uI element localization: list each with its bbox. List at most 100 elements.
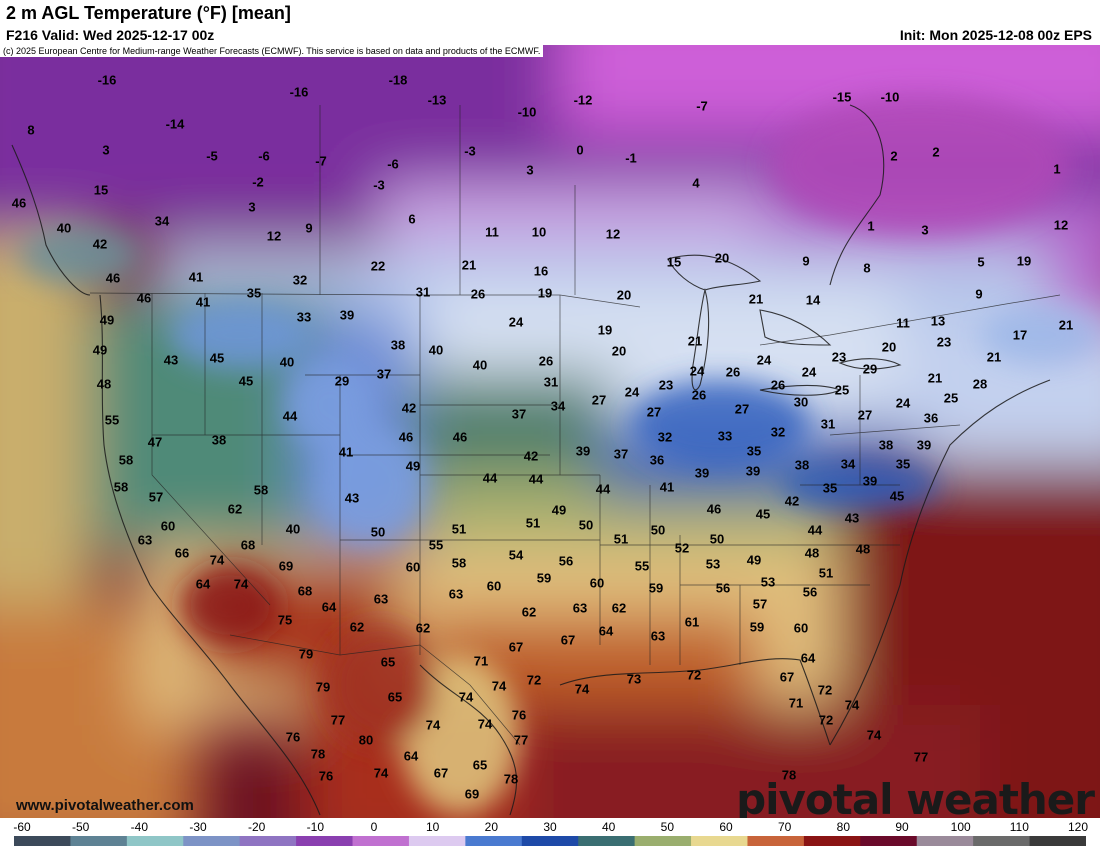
temperature-value: -5 <box>206 148 218 164</box>
temperature-value: -10 <box>517 104 537 120</box>
temperature-value: 65 <box>380 654 396 670</box>
temperature-value: 2 <box>890 148 898 164</box>
temperature-value: 68 <box>297 583 313 599</box>
temperature-value: 20 <box>616 287 632 303</box>
temperature-value: 34 <box>840 456 856 472</box>
temperature-value: 52 <box>674 540 690 556</box>
temperature-value: 49 <box>551 502 567 518</box>
temperature-value: 72 <box>817 682 833 698</box>
temperature-value: -14 <box>165 116 185 132</box>
temperature-value: 68 <box>240 537 256 553</box>
scale-swatch <box>352 836 410 846</box>
temperature-value: 2 <box>932 144 940 160</box>
website-link[interactable]: www.pivotalweather.com <box>16 797 194 814</box>
temperature-value: 74 <box>458 689 474 705</box>
brand-logo: pivotal weather <box>736 775 1095 818</box>
temperature-value: 79 <box>315 679 331 695</box>
temperature-value: 64 <box>403 748 419 764</box>
temperature-value: 15 <box>666 254 682 270</box>
temperature-value: 27 <box>591 392 607 408</box>
temperature-value: 16 <box>533 263 549 279</box>
temperature-value: 4 <box>692 175 700 191</box>
temperature-value: 29 <box>334 373 350 389</box>
temperature-value: 59 <box>536 570 552 586</box>
scale-tick-label: -60 <box>13 820 31 834</box>
temperature-value: 25 <box>834 382 850 398</box>
scale-swatch <box>14 836 71 846</box>
temperature-value: 48 <box>855 541 871 557</box>
temperature-value: 35 <box>246 285 262 301</box>
temperature-value: 72 <box>818 712 834 728</box>
temperature-value: 76 <box>285 729 301 745</box>
temperature-value: 53 <box>760 574 776 590</box>
temperature-value: 63 <box>572 600 588 616</box>
temperature-value: 46 <box>706 501 722 517</box>
map-title: 2 m AGL Temperature (°F) [mean] <box>6 3 291 23</box>
temperature-value: 63 <box>650 628 666 644</box>
scale-tick-label: -30 <box>189 820 207 834</box>
scale-swatch <box>183 836 241 846</box>
temperature-value: 56 <box>558 553 574 569</box>
temperature-value: 38 <box>211 432 227 448</box>
temperature-value: 35 <box>822 480 838 496</box>
temperature-value: 72 <box>526 672 542 688</box>
scale-tick-label: 70 <box>777 820 792 834</box>
temperature-value: 15 <box>93 182 109 198</box>
field-detail <box>20 95 1100 815</box>
temperature-value: 26 <box>770 377 786 393</box>
temperature-value: 74 <box>844 697 860 713</box>
temperature-value: -2 <box>252 174 264 190</box>
temperature-value: 62 <box>227 501 243 517</box>
scale-tick-label: 90 <box>895 820 909 834</box>
temperature-value: 36 <box>649 452 665 468</box>
temperature-value: 34 <box>550 398 566 414</box>
scale-ticks: -60 -50 -40 -30 -20 -10 0 10 20 30 40 50 60 70 80 90 100… <box>0 820 1100 834</box>
temperature-value: 48 <box>804 545 820 561</box>
temperature-value: 3 <box>921 222 929 238</box>
coastlines <box>11 104 1051 816</box>
temperature-map: (c) 2025 European Centre for Medium-rang… <box>0 45 1100 818</box>
scale-tick-label: 80 <box>836 820 851 834</box>
temperature-value: -6 <box>258 148 270 164</box>
temperature-value: 12 <box>266 228 282 244</box>
temperature-value: 58 <box>113 479 129 495</box>
temperature-value: 20 <box>611 343 627 359</box>
scale-tick-label: 0 <box>370 820 378 834</box>
temperature-value: 64 <box>321 599 337 615</box>
scale-swatch <box>465 836 523 846</box>
temperature-value: 9 <box>305 220 313 236</box>
scale-swatch <box>70 836 128 846</box>
temperature-value: 24 <box>895 395 911 411</box>
temperature-value: 20 <box>714 250 730 266</box>
temperature-value: 77 <box>330 712 346 728</box>
temperature-value: 60 <box>589 575 605 591</box>
temperature-value: 44 <box>528 471 544 487</box>
temperature-value: 12 <box>1053 217 1069 233</box>
scale-swatch <box>296 836 354 846</box>
temperature-value: 61 <box>684 614 700 630</box>
scale-swatch <box>916 836 974 846</box>
temperature-value: -13 <box>427 92 447 108</box>
temperature-value: -16 <box>97 72 117 88</box>
temperature-value: 46 <box>136 290 152 306</box>
temperature-value: 10 <box>531 224 547 240</box>
temperature-value: 58 <box>451 555 467 571</box>
temperature-value: 80 <box>358 732 374 748</box>
temperature-value: 71 <box>788 695 804 711</box>
temperature-value: 50 <box>709 531 725 547</box>
valid-time: F216 Valid: Wed 2025-12-17 00z <box>6 27 215 43</box>
temperature-value: 77 <box>913 749 929 765</box>
temperature-value: 62 <box>521 604 537 620</box>
temperature-value: 41 <box>188 269 204 285</box>
temperature-field <box>0 45 1100 818</box>
temperature-value: 49 <box>746 552 762 568</box>
temperature-value: 49 <box>405 458 421 474</box>
temperature-value: 12 <box>605 226 621 242</box>
temperature-value: -3 <box>464 143 476 159</box>
temperature-value: 40 <box>428 342 444 358</box>
temperature-value: 69 <box>278 558 294 574</box>
scale-tick-label: -20 <box>247 820 266 834</box>
borders <box>89 105 1061 746</box>
temperature-value: 45 <box>238 373 254 389</box>
temperature-value: 53 <box>705 556 721 572</box>
